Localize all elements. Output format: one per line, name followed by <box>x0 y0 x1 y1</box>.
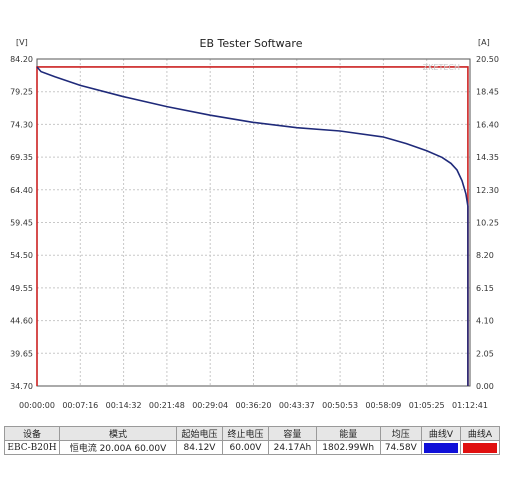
device-model: EBC-B20H <box>4 440 60 455</box>
y-tick-label: 34.70 <box>10 382 33 391</box>
table-header-row: 设备 模式 起始电压 终止电压 容量 能量 均压 曲线V 曲线A <box>4 426 500 441</box>
start-voltage-value: 84.12V <box>176 440 223 455</box>
y-tick-label: 54.50 <box>10 251 33 260</box>
y2-tick-label: 18.45 <box>476 88 499 97</box>
y2-tick-label: 12.30 <box>476 186 499 195</box>
x-tick-labels: 00:00:00 00:07:16 00:14:32 00:21:48 00:29:04… <box>19 401 488 410</box>
summary-table: 设备 模式 起始电压 终止电压 容量 能量 均压 曲线V 曲线A EBC-B20… <box>4 426 500 455</box>
mode-value: 恒电流 20.00A 60.00V <box>59 440 177 455</box>
y2-tick-label: 20.50 <box>476 55 499 64</box>
chart: EB Tester Software [V] [A] 84.20 79.25 74.… <box>10 37 499 410</box>
y2-tick-label: 6.15 <box>476 284 494 293</box>
header-curve-v: 曲线V <box>421 426 461 441</box>
y-tick-label: 59.45 <box>10 219 33 228</box>
header-device: 设备 <box>4 426 60 441</box>
x-tick-label: 01:12:41 <box>452 401 488 410</box>
series-layer <box>36 66 469 386</box>
y-tick-label: 84.20 <box>10 55 33 64</box>
y-tick-labels: 84.20 79.25 74.30 69.35 64.40 59.45 54.50 49.55… <box>10 55 33 391</box>
y-tick-label: 64.40 <box>10 186 33 195</box>
series-voltage-line <box>36 66 469 386</box>
x-tick-label: 00:00:00 <box>19 401 55 410</box>
x-tick-label: 00:36:20 <box>236 401 272 410</box>
table-row: EBC-B20H 恒电流 20.00A 60.00V 84.12V 60.00V… <box>4 440 500 455</box>
curve-v-swatch-cell[interactable] <box>421 440 461 455</box>
grid <box>36 58 471 387</box>
header-curve-a: 曲线A <box>460 426 500 441</box>
header-start-voltage: 起始电压 <box>176 426 223 441</box>
y-tick-label: 79.25 <box>10 88 33 97</box>
x-tick-label: 00:21:48 <box>149 401 185 410</box>
x-tick-label: 00:50:53 <box>322 401 358 410</box>
y2-tick-label: 8.20 <box>476 251 494 260</box>
y2-tick-label: 10.25 <box>476 219 499 228</box>
y2-tick-label: 4.10 <box>476 317 494 326</box>
header-avg-voltage: 均压 <box>379 426 423 441</box>
x-tick-label: 00:14:32 <box>106 401 142 410</box>
y2-tick-label: 0.00 <box>476 382 494 391</box>
y-axis-unit: [V] <box>16 38 28 47</box>
chart-title: EB Tester Software <box>200 37 303 50</box>
y-tick-label: 69.35 <box>10 153 33 162</box>
capacity-value: 24.17Ah <box>268 440 317 455</box>
x-tick-label: 00:58:09 <box>365 401 401 410</box>
watermark: ZKETECH <box>423 63 460 72</box>
curve-a-swatch-cell[interactable] <box>460 440 500 455</box>
series-current-line <box>36 66 469 386</box>
y-tick-label: 49.55 <box>10 284 33 293</box>
header-end-voltage: 终止电压 <box>222 426 269 441</box>
y-tick-label: 44.60 <box>10 317 33 326</box>
y-tick-label: 39.65 <box>10 349 33 358</box>
y2-tick-label: 14.35 <box>476 153 499 162</box>
header-mode: 模式 <box>59 426 177 441</box>
x-tick-label: 01:05:25 <box>409 401 445 410</box>
curve-a-swatch <box>463 442 497 453</box>
header-energy: 能量 <box>315 426 381 441</box>
y2-tick-label: 16.40 <box>476 120 499 129</box>
y2-tick-labels: 20.50 18.45 16.40 14.35 12.30 10.25 8.20 6.15 4.… <box>476 55 499 391</box>
energy-value: 1802.99Wh <box>315 440 381 455</box>
y2-tick-label: 2.05 <box>476 349 494 358</box>
avg-voltage-value: 74.58V <box>379 440 423 455</box>
x-tick-label: 00:43:37 <box>279 401 315 410</box>
y2-axis-unit: [A] <box>478 38 490 47</box>
curve-v-swatch <box>424 442 458 453</box>
y-tick-label: 74.30 <box>10 120 33 129</box>
end-voltage-value: 60.00V <box>222 440 269 455</box>
x-tick-label: 00:07:16 <box>62 401 98 410</box>
x-tick-label: 00:29:04 <box>192 401 228 410</box>
header-capacity: 容量 <box>268 426 317 441</box>
